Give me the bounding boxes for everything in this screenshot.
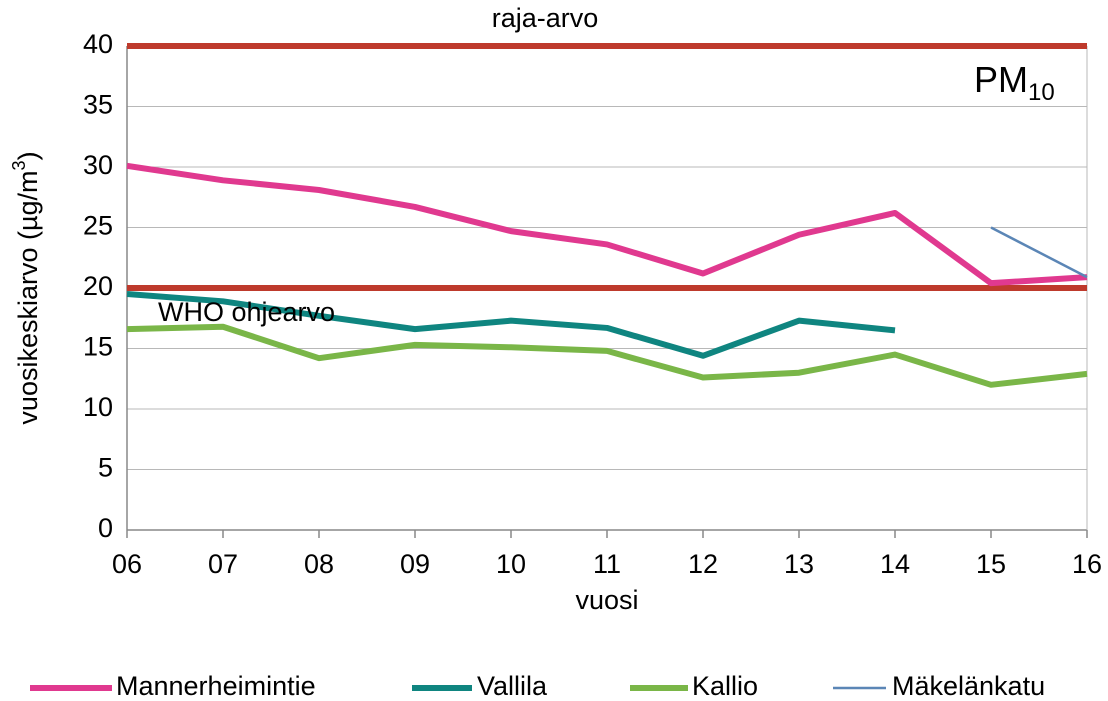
- y-tick-label: 0: [98, 513, 113, 543]
- x-tick-label: 08: [304, 549, 334, 579]
- y-tick-label: 10: [83, 392, 113, 422]
- x-tick-label: 16: [1072, 549, 1102, 579]
- reference-label: raja-arvo: [492, 3, 599, 33]
- x-tick-label: 09: [400, 549, 430, 579]
- x-tick-label: 15: [976, 549, 1006, 579]
- y-tick-label: 25: [83, 211, 113, 241]
- x-tick-label: 12: [688, 549, 718, 579]
- title-main: PM: [974, 59, 1028, 100]
- x-tick-label: 14: [880, 549, 910, 579]
- y-tick-label: 30: [83, 150, 113, 180]
- series-line: [126, 291, 896, 359]
- legend-label: Kallio: [692, 671, 758, 701]
- x-tick-label: 06: [112, 549, 142, 579]
- legend-label: Mäkelänkatu: [892, 671, 1045, 701]
- y-label-end: ): [13, 151, 43, 160]
- y-tick-label: 35: [83, 90, 113, 120]
- reference-label: WHO ohjearvo: [158, 297, 335, 327]
- series-line: [126, 162, 1088, 287]
- x-tick-label: 10: [496, 549, 526, 579]
- y-axis-label: vuosikeskiarvo (µg/m3): [9, 151, 43, 424]
- x-tick-label: 13: [784, 549, 814, 579]
- y-tick-label: 15: [83, 332, 113, 362]
- y-tick-label: 20: [83, 271, 113, 301]
- title-sub: 10: [1028, 79, 1055, 106]
- chart-title: PM10: [974, 59, 1055, 107]
- series-line: [126, 323, 1088, 388]
- legend-label: Mannerheimintie: [116, 671, 316, 701]
- x-tick-label: 07: [208, 549, 238, 579]
- y-tick-label: 5: [98, 453, 113, 483]
- y-label-text: vuosikeskiarvo (µg/m: [13, 170, 43, 424]
- series-line: [990, 226, 1088, 279]
- y-tick-label: 40: [83, 29, 113, 59]
- x-tick-label: 11: [593, 549, 621, 579]
- legend-label: Vallila: [477, 671, 548, 701]
- y-label-sup: 3: [9, 160, 29, 170]
- x-axis-label: vuosi: [575, 585, 638, 615]
